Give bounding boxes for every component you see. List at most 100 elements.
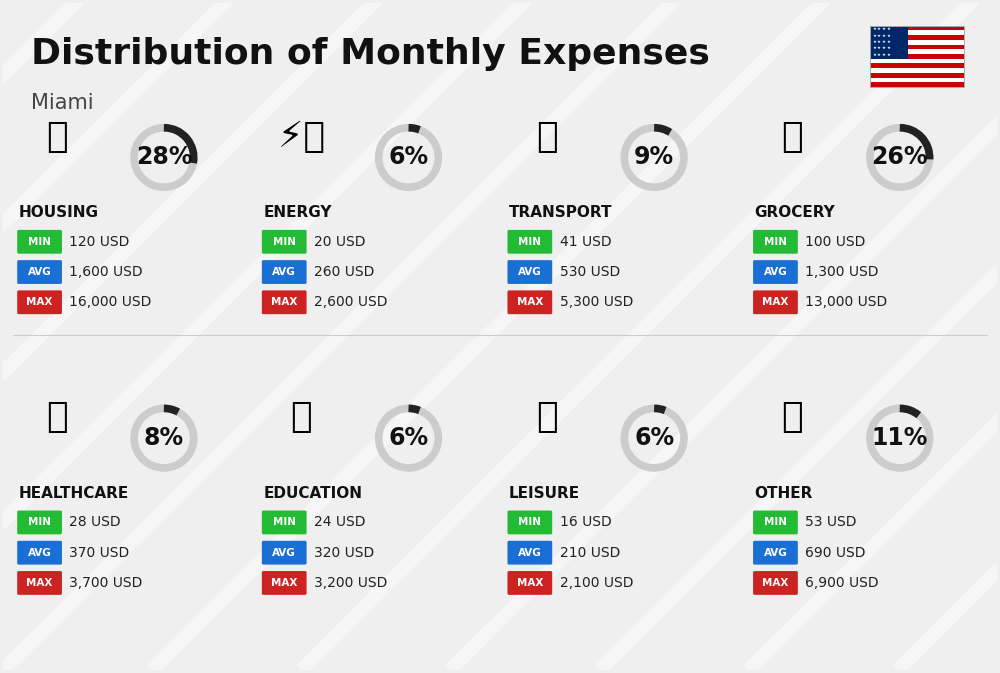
Text: 6,900 USD: 6,900 USD: [805, 576, 879, 590]
Text: 2,100 USD: 2,100 USD: [560, 576, 633, 590]
Text: AVG: AVG: [272, 548, 296, 558]
FancyBboxPatch shape: [262, 541, 307, 565]
Text: MIN: MIN: [273, 237, 296, 247]
FancyBboxPatch shape: [17, 290, 62, 314]
Text: 🛍: 🛍: [536, 400, 558, 435]
Text: ★: ★: [877, 46, 881, 50]
Text: AVG: AVG: [518, 267, 542, 277]
FancyBboxPatch shape: [870, 40, 964, 44]
FancyBboxPatch shape: [507, 541, 552, 565]
FancyBboxPatch shape: [17, 511, 62, 534]
Text: MIN: MIN: [28, 518, 51, 528]
Text: HOUSING: HOUSING: [19, 205, 99, 220]
Text: 1,300 USD: 1,300 USD: [805, 265, 879, 279]
Text: 6%: 6%: [388, 145, 429, 170]
FancyBboxPatch shape: [870, 26, 964, 30]
Text: ★: ★: [882, 52, 886, 57]
Text: 💓: 💓: [46, 400, 67, 435]
Text: 20 USD: 20 USD: [314, 235, 366, 249]
Text: 11%: 11%: [872, 426, 928, 450]
Text: 3,700 USD: 3,700 USD: [69, 576, 143, 590]
Text: ★: ★: [882, 46, 886, 50]
FancyBboxPatch shape: [17, 571, 62, 595]
FancyBboxPatch shape: [17, 260, 62, 284]
Text: AVG: AVG: [764, 267, 787, 277]
Text: 1,600 USD: 1,600 USD: [69, 265, 143, 279]
Text: ★: ★: [882, 34, 886, 38]
Text: 28 USD: 28 USD: [69, 516, 121, 530]
Text: ★: ★: [872, 40, 876, 44]
Text: ★: ★: [872, 27, 876, 31]
FancyBboxPatch shape: [262, 230, 307, 254]
FancyBboxPatch shape: [753, 571, 798, 595]
Text: AVG: AVG: [272, 267, 296, 277]
Text: OTHER: OTHER: [755, 486, 813, 501]
Text: 320 USD: 320 USD: [314, 546, 374, 560]
Text: ★: ★: [887, 27, 891, 31]
Text: 26%: 26%: [872, 145, 928, 170]
FancyBboxPatch shape: [870, 68, 964, 73]
Text: 🏢: 🏢: [46, 120, 67, 154]
Text: 24 USD: 24 USD: [314, 516, 366, 530]
Text: 28%: 28%: [136, 145, 192, 170]
Text: MAX: MAX: [26, 297, 53, 308]
Text: ★: ★: [887, 34, 891, 38]
Text: 210 USD: 210 USD: [560, 546, 620, 560]
Text: ★: ★: [887, 40, 891, 44]
Text: 690 USD: 690 USD: [805, 546, 866, 560]
Text: MIN: MIN: [518, 237, 541, 247]
Text: ★: ★: [882, 27, 886, 31]
FancyBboxPatch shape: [262, 290, 307, 314]
Text: EDUCATION: EDUCATION: [263, 486, 362, 501]
Text: Miami: Miami: [31, 93, 93, 113]
Text: MAX: MAX: [762, 297, 789, 308]
FancyBboxPatch shape: [17, 541, 62, 565]
FancyBboxPatch shape: [17, 230, 62, 254]
Text: 💰: 💰: [782, 400, 803, 435]
Text: 53 USD: 53 USD: [805, 516, 857, 530]
Text: ★: ★: [877, 40, 881, 44]
FancyBboxPatch shape: [507, 511, 552, 534]
Text: LEISURE: LEISURE: [509, 486, 580, 501]
FancyBboxPatch shape: [870, 63, 964, 68]
FancyBboxPatch shape: [507, 571, 552, 595]
Text: 120 USD: 120 USD: [69, 235, 130, 249]
Text: 530 USD: 530 USD: [560, 265, 620, 279]
Text: 16 USD: 16 USD: [560, 516, 611, 530]
FancyBboxPatch shape: [753, 230, 798, 254]
Text: MIN: MIN: [764, 237, 787, 247]
FancyBboxPatch shape: [507, 230, 552, 254]
FancyBboxPatch shape: [870, 26, 908, 59]
Text: MAX: MAX: [517, 578, 543, 588]
Text: HEALTHCARE: HEALTHCARE: [19, 486, 129, 501]
Text: 370 USD: 370 USD: [69, 546, 130, 560]
Text: MIN: MIN: [28, 237, 51, 247]
Text: TRANSPORT: TRANSPORT: [509, 205, 612, 220]
Text: 16,000 USD: 16,000 USD: [69, 295, 152, 310]
Text: 8%: 8%: [144, 426, 184, 450]
Text: ★: ★: [872, 46, 876, 50]
FancyBboxPatch shape: [753, 290, 798, 314]
FancyBboxPatch shape: [753, 511, 798, 534]
Text: Distribution of Monthly Expenses: Distribution of Monthly Expenses: [31, 38, 709, 71]
Text: MAX: MAX: [517, 297, 543, 308]
Text: ★: ★: [877, 52, 881, 57]
FancyBboxPatch shape: [870, 73, 964, 77]
Text: MIN: MIN: [273, 518, 296, 528]
FancyBboxPatch shape: [870, 35, 964, 40]
Text: AVG: AVG: [28, 548, 51, 558]
Text: ★: ★: [872, 52, 876, 57]
Text: MAX: MAX: [762, 578, 789, 588]
Text: AVG: AVG: [764, 548, 787, 558]
Text: 5,300 USD: 5,300 USD: [560, 295, 633, 310]
Text: 13,000 USD: 13,000 USD: [805, 295, 888, 310]
Text: ★: ★: [887, 46, 891, 50]
FancyBboxPatch shape: [262, 511, 307, 534]
Text: 🛒: 🛒: [782, 120, 803, 154]
FancyBboxPatch shape: [507, 260, 552, 284]
Text: AVG: AVG: [518, 548, 542, 558]
FancyBboxPatch shape: [870, 54, 964, 59]
Text: 41 USD: 41 USD: [560, 235, 611, 249]
Text: 3,200 USD: 3,200 USD: [314, 576, 387, 590]
FancyBboxPatch shape: [870, 44, 964, 49]
